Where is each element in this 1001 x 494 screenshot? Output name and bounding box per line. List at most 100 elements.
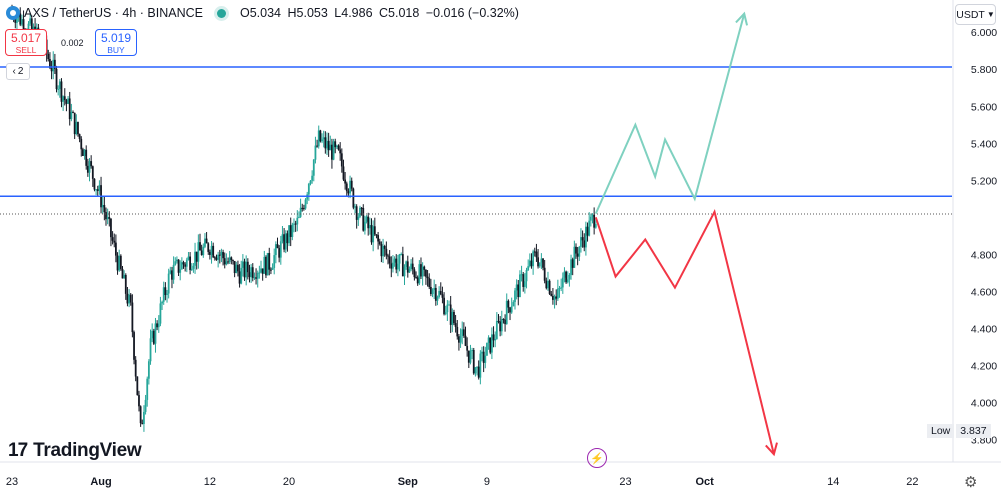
candle <box>139 405 142 427</box>
candle-body <box>438 290 441 297</box>
time-tick-label: 12 <box>204 476 216 488</box>
candle-body <box>187 256 190 260</box>
candle <box>400 252 403 256</box>
candle-body <box>288 225 290 244</box>
candle <box>281 226 284 244</box>
candle-body <box>334 141 337 148</box>
candle <box>443 292 445 316</box>
low-key: Low <box>927 424 955 438</box>
brand-name: TradingView <box>33 440 142 461</box>
candle <box>299 198 302 218</box>
candle-body <box>29 18 32 24</box>
candle <box>467 350 470 369</box>
candle-body <box>77 122 79 135</box>
candle <box>509 306 511 321</box>
indicator-layers-toggle[interactable]: ‹ 2 <box>6 63 30 80</box>
candle <box>296 210 299 232</box>
candle-body <box>293 223 295 225</box>
candle <box>565 270 568 284</box>
candle-body <box>256 272 259 279</box>
sell-button[interactable]: 5.017 SELL <box>5 29 47 56</box>
candle <box>355 204 358 229</box>
candle <box>462 322 465 338</box>
candle-body <box>289 225 292 237</box>
candle-body <box>14 17 17 23</box>
candle <box>352 187 355 210</box>
candle <box>489 337 492 355</box>
candle-body <box>314 145 317 160</box>
candle <box>180 257 183 270</box>
candle <box>429 278 432 297</box>
candle <box>408 266 411 274</box>
tradingview-logo[interactable]: 17 TradingView <box>8 440 142 462</box>
time-tick-label: 20 <box>283 476 295 488</box>
candle <box>588 212 591 237</box>
lightning-bolt-icon[interactable]: ⚡ <box>587 448 607 468</box>
candle-body <box>573 246 576 268</box>
candle <box>357 213 360 226</box>
axs-coin-icon[interactable] <box>6 6 20 20</box>
candle <box>78 133 81 143</box>
candle <box>286 230 289 252</box>
candle <box>235 261 238 274</box>
candle-body <box>205 238 208 244</box>
candle-body <box>367 216 370 229</box>
candle-body <box>502 318 505 320</box>
candle <box>537 249 539 269</box>
candle <box>166 289 168 303</box>
candle <box>380 241 383 263</box>
candle-body <box>383 246 386 249</box>
candle-body <box>255 277 257 279</box>
candle <box>113 233 116 248</box>
time-tick-label: Oct <box>695 476 714 488</box>
candle-body <box>458 336 460 343</box>
candle <box>189 252 192 275</box>
candle <box>95 189 98 196</box>
candle-body <box>540 258 543 263</box>
candle-body <box>490 334 493 353</box>
candle <box>514 287 516 310</box>
gear-icon[interactable]: ⚙ <box>964 474 978 491</box>
candle-body <box>337 145 340 150</box>
buy-button[interactable]: 5.019 BUY <box>95 29 137 56</box>
candle <box>566 271 569 284</box>
candle-body <box>50 67 53 72</box>
candle <box>20 14 23 27</box>
candle <box>116 252 119 275</box>
candle <box>548 279 551 296</box>
candle-body <box>253 277 256 279</box>
candle-body <box>393 258 396 263</box>
candle <box>227 257 229 265</box>
candle-body <box>342 166 345 180</box>
candle-body <box>317 130 320 147</box>
candle-body <box>365 216 368 222</box>
candle <box>390 256 393 278</box>
candle <box>586 222 589 242</box>
candle-body <box>93 178 96 190</box>
candle <box>128 289 130 308</box>
candle <box>538 262 541 268</box>
candle-body <box>139 406 142 424</box>
candle-body <box>212 245 215 258</box>
candle-body <box>535 251 538 258</box>
buy-label: BUY <box>107 45 125 55</box>
candle <box>472 347 475 375</box>
candle <box>319 129 322 143</box>
candle <box>228 250 231 264</box>
candle <box>212 242 215 259</box>
candle <box>274 241 277 264</box>
candle-body <box>152 330 155 344</box>
candle-body <box>418 264 421 284</box>
candle-body <box>359 207 361 217</box>
candle-body <box>385 248 388 256</box>
candle-body <box>335 145 338 148</box>
candle-body <box>349 180 351 194</box>
symbol-title[interactable]: AXS / TetherUS · 4h · BINANCE <box>24 6 203 20</box>
candle <box>146 376 149 407</box>
currency-selector[interactable]: USDT ▼ <box>955 4 996 25</box>
candle <box>205 232 208 244</box>
candle-body <box>580 237 582 247</box>
candle-body <box>479 353 482 378</box>
candle <box>461 321 464 345</box>
